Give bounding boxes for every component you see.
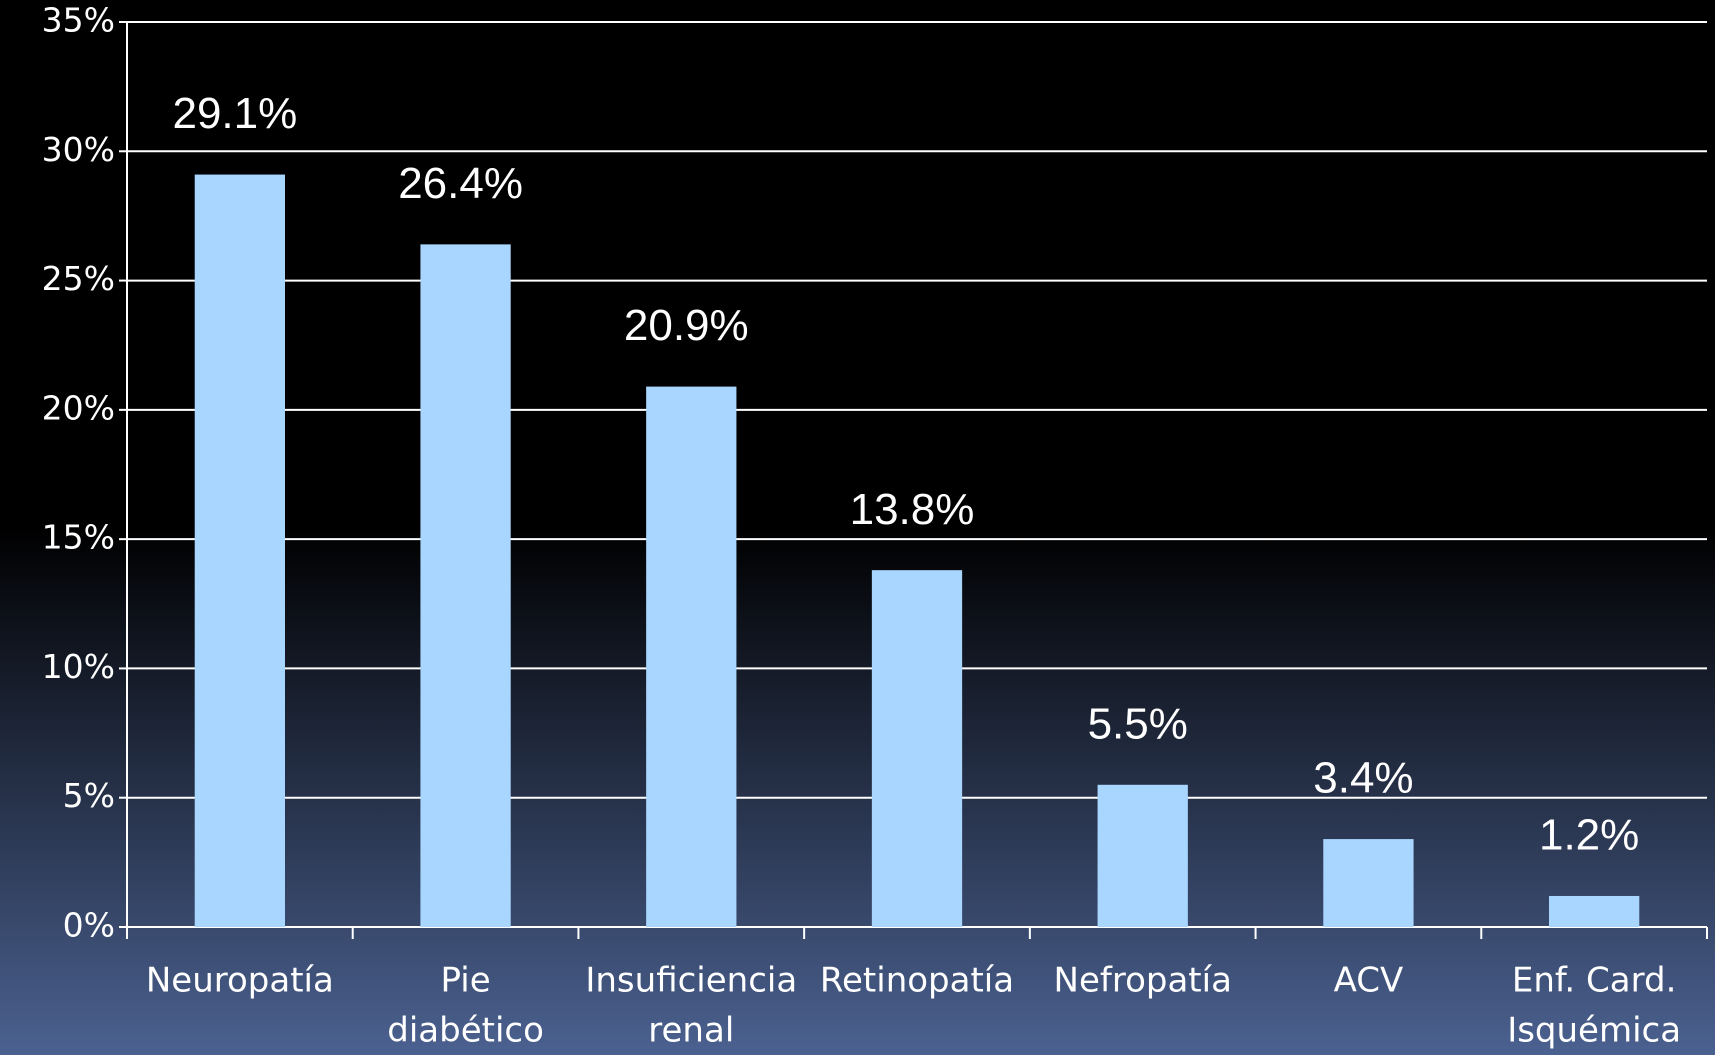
x-tick-label: Nefropatía [1054,961,1232,1001]
y-tick-label: 5% [63,776,115,815]
bar [1097,784,1188,927]
value-label: 29.1% [172,89,297,138]
y-tick-label: 25% [42,259,115,298]
x-tick-label: diabético [387,1011,544,1051]
x-tick-label: Enf. Card. [1512,961,1677,1001]
y-tick-label: 20% [42,388,115,427]
bar [420,244,511,927]
bar [646,386,737,928]
bar [1549,895,1640,927]
bar [194,174,285,928]
x-tick-label: Pie [441,961,491,1001]
bar [871,570,963,927]
y-tick-label: 35% [42,1,115,40]
value-label: 3.4% [1313,754,1413,803]
x-tick-label: Isquémica [1507,1011,1681,1051]
bar [1323,839,1414,927]
value-label: 1.2% [1539,811,1639,860]
value-label: 5.5% [1088,699,1188,748]
value-label: 26.4% [398,159,523,208]
y-tick-label: 30% [42,130,115,169]
x-tick-label: ACV [1334,961,1404,1001]
x-tick-label: renal [648,1011,734,1051]
value-label: 20.9% [624,301,749,350]
x-tick-label: Retinopatía [820,961,1014,1001]
x-tick-label: Insuficiencia [585,961,797,1001]
value-label: 13.8% [850,485,975,534]
y-tick-label: 10% [42,647,115,686]
y-tick-label: 0% [63,906,115,945]
x-tick-label: Neuropatía [146,961,334,1001]
y-tick-label: 15% [42,518,115,557]
